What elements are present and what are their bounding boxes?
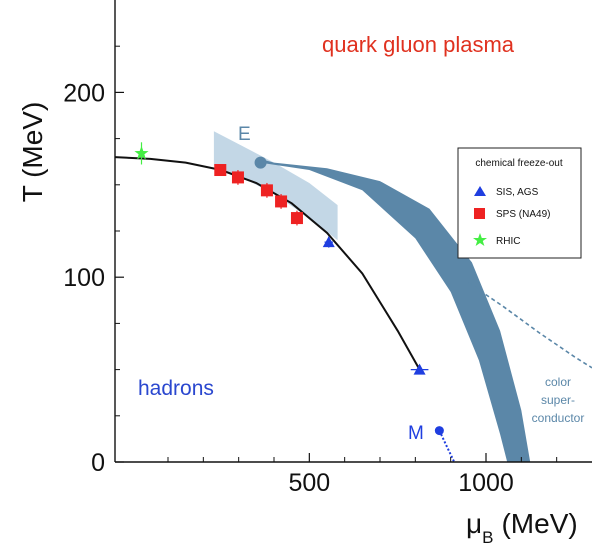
sps-na49-point xyxy=(260,184,273,197)
x-axis-title-symbol: μ xyxy=(466,508,482,539)
sps-na49-point xyxy=(214,164,227,177)
x-axis-title-unit: (MeV) xyxy=(501,508,577,539)
y-tick-label: 100 xyxy=(63,264,105,292)
sps-na49-point xyxy=(275,195,288,208)
transition-band xyxy=(259,158,531,462)
nuclear-matter-label: M xyxy=(408,423,424,444)
hadrons-label: hadrons xyxy=(138,377,214,400)
color-label-line2: super- xyxy=(541,393,575,407)
legend: chemical freeze-out SIS, AGS SPS (NA49) … xyxy=(457,147,582,259)
freezeout-curve xyxy=(114,156,421,371)
phase-bands xyxy=(213,131,531,462)
ticks: 0 100 200 500 1000 xyxy=(63,45,558,497)
x-axis-title: μB (MeV) xyxy=(466,508,578,546)
x-tick-label: 1000 xyxy=(458,469,514,497)
crossover-band xyxy=(213,131,338,241)
phase-lines xyxy=(114,156,592,463)
legend-title: chemical freeze-out xyxy=(475,158,562,169)
x-tick-label: 500 xyxy=(288,469,330,497)
nuclear-matter-line xyxy=(438,430,456,463)
y-tick-label: 0 xyxy=(91,449,105,477)
color-label-line3: conductor xyxy=(532,411,585,425)
rhic-point xyxy=(134,145,149,160)
sis-ags-point xyxy=(413,363,426,375)
nuclear-matter-point-marker xyxy=(434,426,444,436)
legend-entry-sis-ags: SIS, AGS xyxy=(496,187,539,198)
color-label-line1: color xyxy=(545,375,571,389)
legend-star-marker xyxy=(473,233,487,246)
sis-ags-point xyxy=(322,236,335,248)
superconductor-boundary-line xyxy=(467,282,592,369)
critical-point-marker xyxy=(254,156,267,169)
legend-triangle-marker xyxy=(474,186,486,196)
critical-point-label: E xyxy=(238,124,251,145)
legend-square-marker xyxy=(474,208,485,219)
legend-entry-sps: SPS (NA49) xyxy=(496,209,550,220)
sps-na49-point xyxy=(290,212,303,225)
qgp-label: quark gluon plasma xyxy=(322,32,515,57)
y-axis-title: T (MeV) xyxy=(17,102,48,203)
legend-entry-rhic: RHIC xyxy=(496,236,520,247)
sps-na49-point xyxy=(231,171,244,184)
y-tick-label: 200 xyxy=(63,79,105,107)
data-points xyxy=(134,142,444,436)
x-axis-title-subscript: B xyxy=(482,528,493,546)
